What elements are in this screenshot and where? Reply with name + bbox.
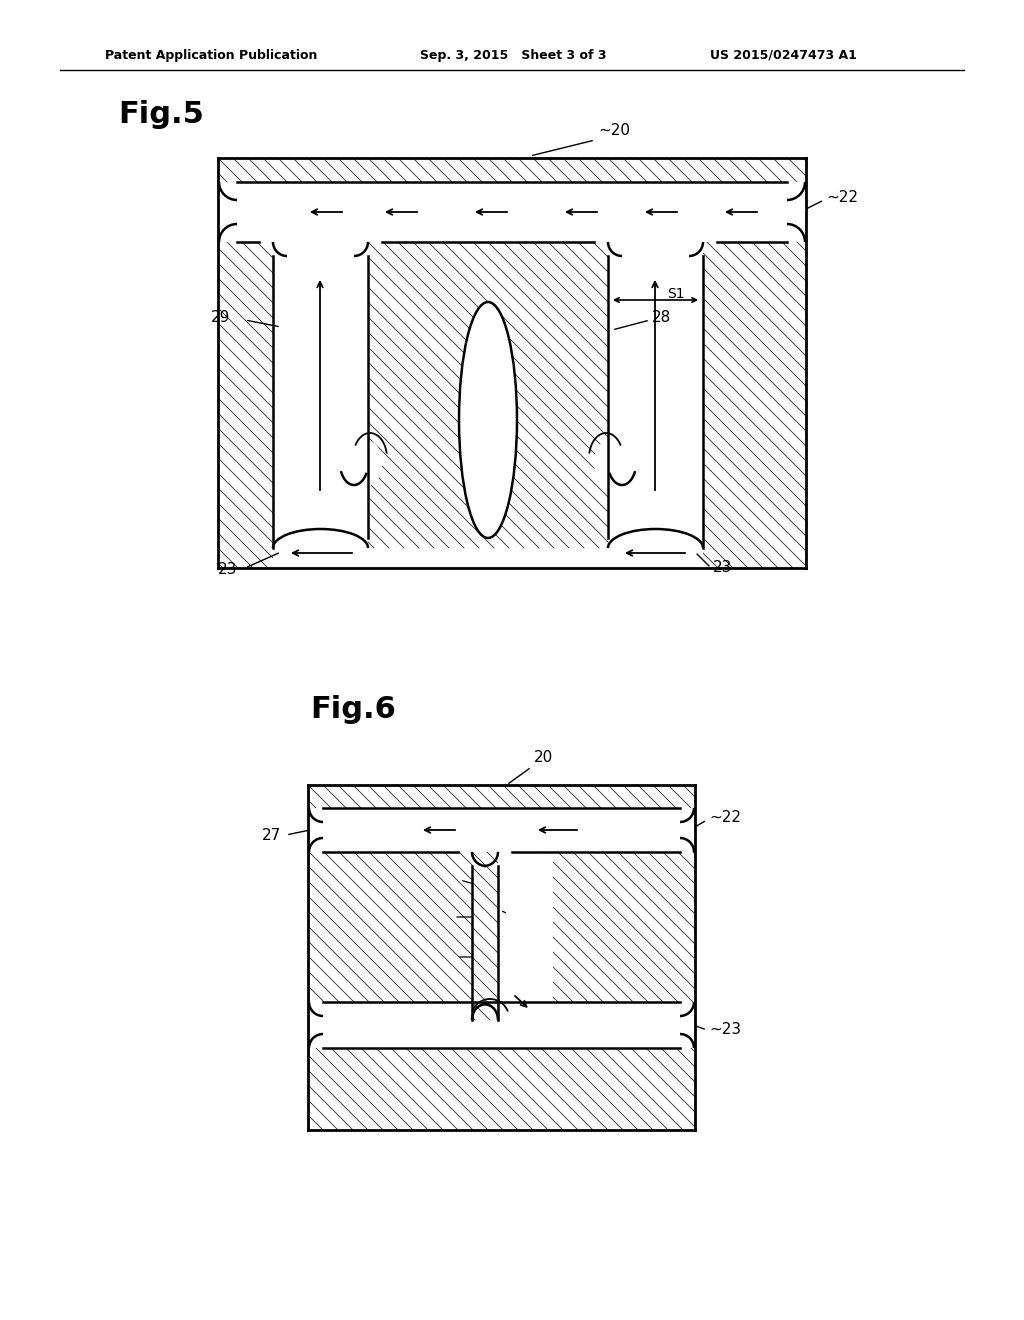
Text: 23: 23 xyxy=(713,561,732,576)
Ellipse shape xyxy=(459,302,517,539)
Text: 25: 25 xyxy=(424,909,441,924)
Text: ~23: ~23 xyxy=(709,1023,741,1038)
Text: Sep. 3, 2015   Sheet 3 of 3: Sep. 3, 2015 Sheet 3 of 3 xyxy=(420,49,606,62)
Text: ~20: ~20 xyxy=(598,123,630,139)
Ellipse shape xyxy=(608,528,703,568)
Text: US 2015/0247473 A1: US 2015/0247473 A1 xyxy=(710,49,857,62)
Text: 252: 252 xyxy=(420,873,446,887)
Bar xyxy=(309,1002,694,1048)
Text: Fig.6: Fig.6 xyxy=(310,696,396,723)
Ellipse shape xyxy=(459,302,517,539)
Ellipse shape xyxy=(594,441,622,486)
Text: 212
(21): 212 (21) xyxy=(472,362,504,399)
Text: Fig.5: Fig.5 xyxy=(118,100,204,129)
Text: 251: 251 xyxy=(422,950,449,964)
Text: 27: 27 xyxy=(262,828,282,842)
Bar xyxy=(498,851,694,1002)
Bar xyxy=(273,242,368,568)
Text: 29: 29 xyxy=(211,309,230,325)
Ellipse shape xyxy=(273,528,368,568)
Text: 20: 20 xyxy=(534,750,553,766)
Bar xyxy=(309,851,472,1002)
Bar xyxy=(608,242,703,568)
Text: 23: 23 xyxy=(218,562,238,578)
Ellipse shape xyxy=(354,441,382,486)
Text: ~22: ~22 xyxy=(826,190,858,206)
Bar xyxy=(309,808,694,851)
Bar xyxy=(218,158,806,568)
Text: 28: 28 xyxy=(652,310,672,326)
Bar xyxy=(498,851,553,1026)
Text: S1: S1 xyxy=(668,286,685,301)
Text: Patent Application Publication: Patent Application Publication xyxy=(105,49,317,62)
Bar xyxy=(308,785,695,1130)
Bar xyxy=(368,242,608,568)
Text: ~22: ~22 xyxy=(709,810,741,825)
Bar xyxy=(472,851,498,1020)
Text: S2: S2 xyxy=(506,909,523,924)
Bar xyxy=(219,182,805,242)
